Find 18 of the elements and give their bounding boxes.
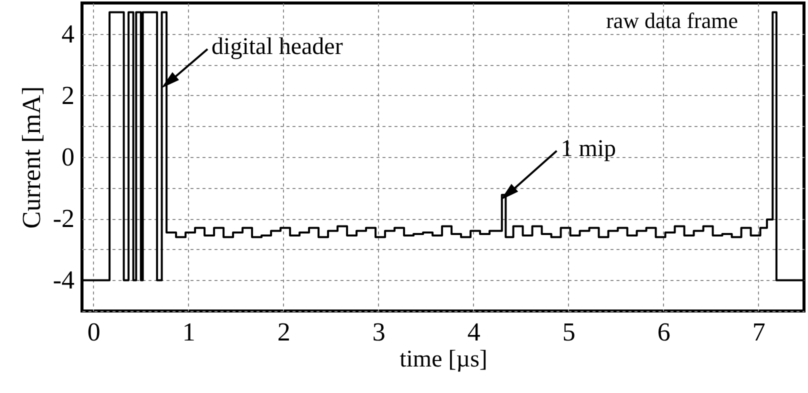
x-tick-label: 0 (87, 318, 100, 346)
x-tick-label: 4 (467, 318, 480, 346)
x-tick-label: 6 (657, 318, 670, 346)
x-tick-label: 7 (752, 318, 766, 346)
x-tick-label: 2 (277, 318, 290, 346)
y-tick-label: 4 (62, 19, 74, 48)
annotation: 1 mip (560, 136, 616, 162)
y-tick-label: 2 (62, 80, 74, 110)
x-axis-title: time [µs] (400, 346, 488, 372)
annotation: digital header (212, 34, 343, 60)
annotation: raw data frame (606, 8, 738, 33)
y-tick-label: -2 (52, 204, 74, 234)
y-tick-label: -4 (52, 266, 74, 295)
x-tick-label: 3 (372, 318, 386, 346)
x-tick-label: 1 (182, 318, 196, 346)
y-axis-title: Current [mA] (16, 86, 46, 229)
x-tick-label: 5 (562, 318, 576, 346)
y-tick-label: 0 (62, 142, 74, 172)
